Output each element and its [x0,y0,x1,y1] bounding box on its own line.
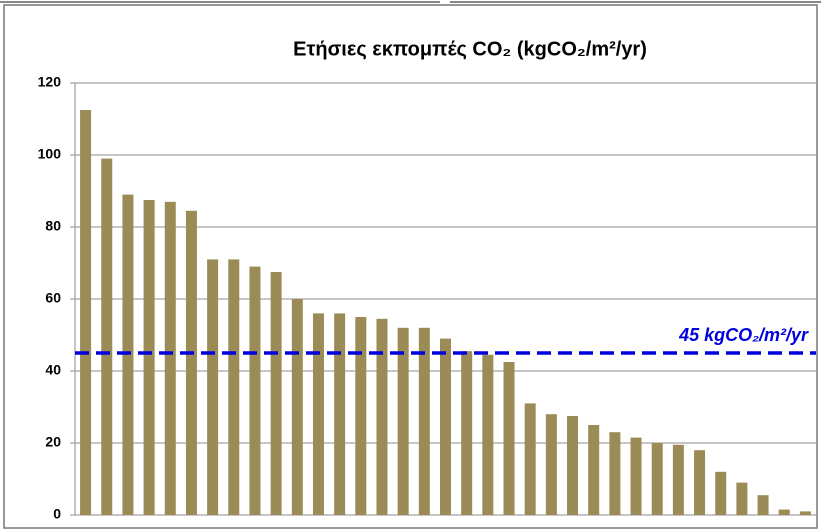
bar [778,509,790,515]
bar [376,318,388,515]
bar [270,272,282,515]
y-tick-label: 120 [38,74,62,90]
y-tick-label: 20 [45,434,61,450]
bar [397,327,409,515]
bar [461,351,473,515]
bar [291,299,303,515]
bar [672,444,684,515]
bar [736,482,748,515]
bar [545,414,557,515]
bar [694,450,706,515]
bar [249,266,261,515]
bar [228,259,240,515]
chart-frame [3,4,818,529]
bar [164,201,176,516]
y-tick-label: 40 [45,362,61,378]
bar [122,194,134,515]
bar [418,327,430,515]
y-tick-label: 100 [38,146,62,162]
y-tick-label: 80 [45,218,61,234]
bar [312,313,324,515]
bar [439,338,452,515]
bar [185,210,197,516]
bar [799,511,811,515]
bar [524,403,536,515]
bar [503,362,515,515]
bar [207,259,219,515]
bar [355,317,367,515]
bar [567,416,579,515]
y-tick-label: 0 [53,506,61,522]
bar [334,313,346,515]
bar [143,200,155,515]
bar [609,432,621,515]
chart-title: Ετήσιες εκπομπές CO₂ (kgCO₂/m²/yr) [293,38,647,60]
bar [588,425,600,515]
bar [630,437,642,515]
bar [482,354,494,515]
y-tick-label: 60 [45,290,61,306]
bar [715,471,727,515]
bar [101,158,113,515]
bar [80,110,92,515]
reference-label: 45 kgCO₂/m²/yr [678,325,809,345]
bar [757,495,769,515]
bar [651,443,663,515]
